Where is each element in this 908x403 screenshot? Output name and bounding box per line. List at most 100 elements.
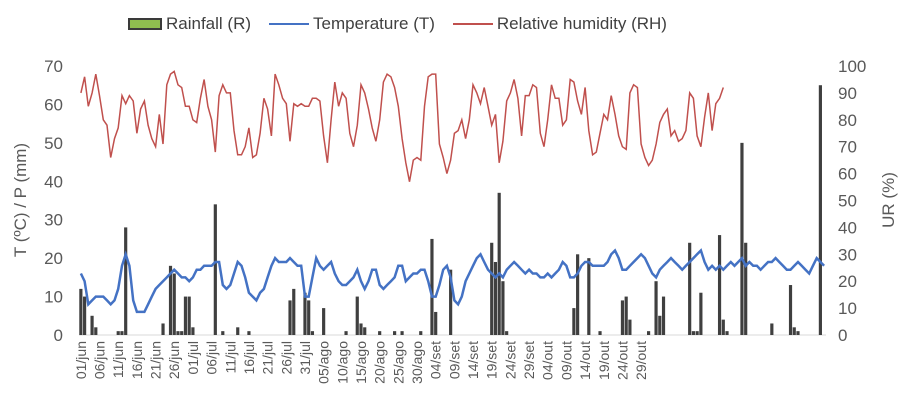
rainfall-bar (310, 331, 315, 335)
rainfall-bar (161, 323, 165, 335)
rainfall-bar (419, 331, 423, 335)
rainfall-bar (83, 296, 87, 335)
rainfall-bar (695, 331, 699, 335)
x-tick-label: 16/jun (129, 341, 145, 379)
rainfall-bar (699, 292, 703, 335)
x-tick-label: 30/ago (409, 341, 425, 384)
rainfall-bar (770, 323, 774, 335)
rainfall-bar (288, 300, 292, 335)
y-axis-left-ticks: 0 10 20 30 40 50 60 70 (44, 57, 63, 345)
rainfall-bar (620, 300, 625, 335)
y-left-tick-label: 60 (44, 95, 63, 114)
rainfall-bar (688, 242, 692, 335)
rainfall-bar (658, 315, 662, 335)
x-tick-label: 29/set (521, 341, 537, 379)
rainfall-bar (661, 296, 666, 335)
rainfall-bar (449, 269, 453, 335)
rainfall-bar (94, 327, 98, 335)
rainfall-bar (576, 254, 580, 335)
legend-label-temperature: Temperature (T) (313, 14, 435, 33)
rainfall-bar (493, 261, 498, 335)
x-tick-label: 04/set (428, 341, 444, 379)
x-tick-label: 04/out (540, 341, 556, 380)
x-tick-label: 05/ago (316, 341, 332, 384)
rainfall-bar (647, 331, 651, 335)
y-right-tick-label: 70 (838, 138, 857, 157)
legend-swatch-temperature (269, 23, 310, 25)
x-tick-label: 01/jul (185, 341, 201, 374)
x-tick-label: 06/jul (204, 341, 220, 374)
rainfall-bar (721, 319, 725, 335)
x-tick-label: 31/jul (297, 341, 313, 374)
legend-label-humidity: Relative humidity (RH) (496, 14, 667, 33)
y-right-tick-label: 0 (838, 326, 847, 345)
rainfall-bar (221, 331, 225, 335)
rainfall-bar (434, 311, 438, 335)
rainfall-bar (120, 331, 124, 335)
y-right-tick-label: 50 (838, 192, 857, 211)
rainfall-bar (363, 327, 367, 335)
x-tick-label: 15/ago (353, 341, 369, 384)
x-tick-label: 11/jul (222, 341, 238, 373)
rainfall-bar (572, 308, 576, 335)
rainfall-bar (172, 273, 176, 335)
rainfall-bar (79, 288, 83, 335)
rainfall-bar (378, 331, 382, 335)
x-tick-label: 24/set (502, 341, 518, 379)
y-right-tick-label: 20 (838, 272, 857, 291)
legend-swatch-rainfall (128, 18, 162, 30)
rainfall-bar (176, 331, 180, 335)
y-axis-right-ticks: 0 10 20 30 40 50 60 70 80 90 100 (838, 57, 866, 345)
x-tick-label: 01/jun (73, 341, 89, 379)
x-tick-label: 10/ago (334, 341, 350, 384)
legend-label-rainfall: Rainfall (R) (166, 14, 252, 33)
rainfall-bar (116, 331, 120, 335)
x-tick-label: 14/set (465, 341, 481, 379)
y-left-tick-label: 30 (44, 211, 63, 230)
rainfall-bar (292, 288, 296, 335)
rainfall-bar (393, 331, 397, 335)
rainfall-bar (180, 331, 184, 335)
rainfall-bar (236, 327, 240, 335)
x-tick-label: 26/jul (278, 341, 294, 374)
rainfall-bar (587, 258, 591, 335)
rainfall-bar (168, 265, 173, 335)
y-axis-left-label: T (ºC) / P (mm) (11, 143, 30, 257)
rainfall-bars (79, 85, 822, 335)
rainfall-bar (191, 327, 195, 335)
x-tick-label: 29/out (633, 341, 649, 380)
rainfall-bar (796, 331, 800, 335)
legend-item-rainfall: Rainfall (R) (128, 14, 251, 34)
rainfall-bar (183, 296, 188, 335)
rainfall-bar (725, 331, 729, 335)
chart-legend: Rainfall (R) Temperature (T) Relative hu… (128, 14, 685, 34)
rainfall-bar (400, 331, 404, 335)
y-right-tick-label: 60 (838, 165, 857, 184)
x-tick-label: 14/out (577, 341, 593, 380)
y-axis-right-label: UR (%) (879, 172, 898, 228)
rainfall-bar (355, 296, 359, 335)
x-tick-label: 24/out (614, 341, 630, 380)
x-tick-label: 21/jul (260, 341, 276, 374)
x-axis-ticks: 01/jun 06/jun 11/jun 16/jun 21/jun 26/jun 01/j… (73, 341, 649, 384)
rainfall-bar (307, 300, 311, 335)
y-left-tick-label: 70 (44, 57, 63, 76)
rainfall-bar (654, 281, 658, 335)
x-tick-label: 09/set (446, 341, 462, 379)
rainfall-bar (788, 285, 793, 335)
rainfall-bar (740, 142, 744, 335)
rainfall-bar (359, 323, 363, 335)
rainfall-bar (717, 235, 722, 335)
rainfall-bar (505, 331, 509, 335)
x-tick-label: 11/jun (110, 341, 126, 378)
rainfall-bar (628, 319, 632, 335)
rainfall-bar (818, 85, 822, 335)
y-right-tick-label: 100 (838, 57, 866, 76)
y-left-tick-label: 10 (44, 288, 63, 307)
x-tick-label: 16/jul (241, 341, 257, 374)
rainfall-bar (497, 192, 501, 335)
rainfall-bar (90, 315, 94, 335)
x-tick-label: 09/out (558, 341, 574, 380)
rainfall-bar (344, 331, 348, 335)
